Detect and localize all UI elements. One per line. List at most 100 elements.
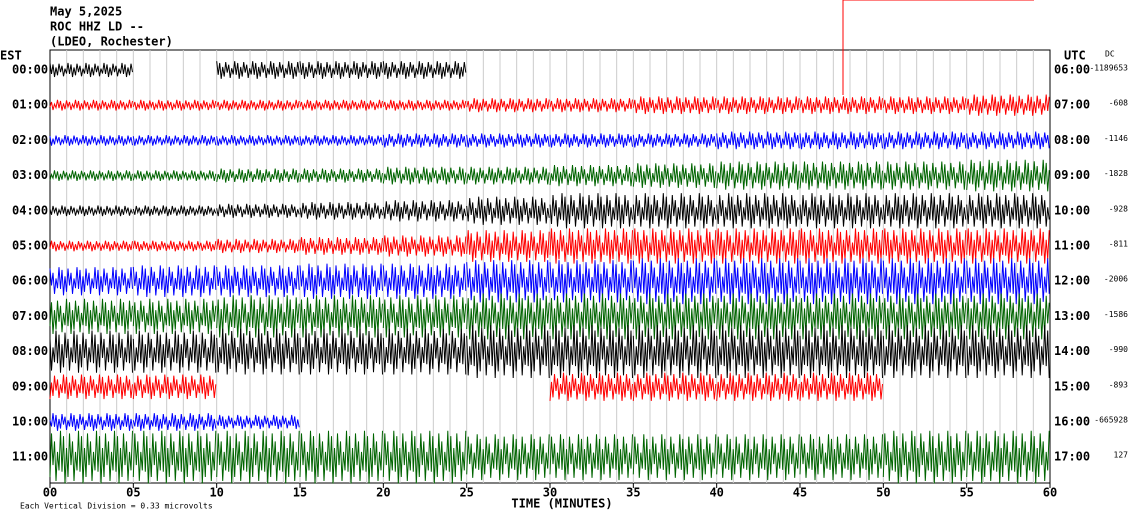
- trace-segment: [632, 258, 717, 305]
- trace-segment: [216, 168, 300, 183]
- trace-segment: [382, 200, 467, 222]
- est-label: 05:00: [12, 239, 48, 253]
- trace-segment: [49, 99, 133, 111]
- trace-segment: [132, 374, 217, 400]
- trace-segment: [966, 258, 1050, 305]
- trace-segment: [216, 328, 300, 375]
- trace-segment: [132, 240, 217, 252]
- trace-segment: [716, 434, 800, 481]
- trace-segment: [466, 293, 550, 340]
- trace-segment: [716, 193, 800, 229]
- x-tick-label: 60: [1043, 486, 1057, 500]
- dc-value: -811: [1109, 240, 1128, 249]
- trace-segment: [882, 430, 967, 484]
- dc-value: -893: [1109, 380, 1128, 389]
- trace-segment: [382, 263, 467, 299]
- trace-segment: [716, 258, 800, 305]
- dc-value: -990: [1109, 345, 1128, 354]
- est-label: 06:00: [12, 274, 48, 288]
- trace-segment: [799, 131, 883, 150]
- footer: Each Vertical Division = 0.33 microvolts: [20, 502, 213, 511]
- trace-segment: [966, 228, 1050, 264]
- trace-segment: [132, 265, 217, 298]
- est-label: 01:00: [12, 98, 48, 112]
- est-label: 03:00: [12, 168, 48, 182]
- trace-segment: [882, 161, 967, 190]
- trace-segment: [382, 99, 467, 111]
- title-line: May 5,2025: [50, 5, 122, 19]
- trace-segment: [216, 430, 300, 484]
- trace-segment: [299, 201, 383, 220]
- trace-segment: [716, 293, 800, 340]
- dc-value: -2006: [1104, 275, 1128, 284]
- dc-label: DC: [1105, 50, 1115, 59]
- trace-segment: [382, 295, 467, 338]
- trace-segment: [216, 135, 300, 146]
- trace-segment: [549, 193, 633, 229]
- trace-segment: [966, 430, 1050, 484]
- est-label: 00:00: [12, 63, 48, 77]
- trace-segment: [49, 330, 133, 373]
- trace-segment: [882, 325, 967, 379]
- trace-segment: [882, 96, 967, 115]
- trace-segment: [882, 228, 967, 264]
- trace-segment: [49, 374, 133, 400]
- trace-segment: [466, 196, 550, 225]
- trace-segment: [382, 328, 467, 375]
- trace-segment: [466, 133, 550, 148]
- trace-segment: [466, 325, 550, 379]
- trace-segment: [966, 325, 1050, 379]
- trace-segment: [632, 325, 717, 379]
- x-tick-label: 40: [709, 486, 723, 500]
- trace-segment: [299, 61, 383, 79]
- utc-label: 09:00: [1054, 168, 1090, 182]
- x-tick-label: 15: [293, 486, 307, 500]
- trace-segment: [882, 258, 967, 305]
- trace-segment: [799, 258, 883, 305]
- trace-segment: [49, 430, 133, 484]
- trace-segment: [799, 293, 883, 340]
- dc-value: -665928: [1094, 416, 1128, 425]
- utc-label: 11:00: [1054, 239, 1090, 253]
- trace-segment: [466, 98, 550, 113]
- trace-segment: [632, 163, 717, 188]
- trace-segment: [299, 168, 383, 183]
- trace-segment: [966, 159, 1050, 192]
- trace-segment: [799, 161, 883, 190]
- trace-segment: [132, 330, 217, 373]
- x-tick-label: 10: [209, 486, 223, 500]
- trace-segment: [132, 298, 217, 335]
- utc-label: 10:00: [1054, 203, 1090, 217]
- trace-segment: [549, 293, 633, 340]
- trace-segment: [549, 372, 633, 401]
- est-label: 11:00: [12, 450, 48, 464]
- est-label: 07:00: [12, 309, 48, 323]
- trace-segment: [882, 293, 967, 340]
- trace-segment: [966, 94, 1050, 116]
- trace-segment: [716, 228, 800, 264]
- trace-segment: [966, 293, 1050, 340]
- trace-segment: [132, 135, 217, 146]
- trace-segment: [49, 240, 133, 252]
- trace-segment: [216, 265, 300, 298]
- trace-segment: [549, 164, 633, 187]
- title-line: ROC HHZ LD --: [50, 20, 144, 34]
- trace-segment: [382, 166, 467, 185]
- trace-segment: [299, 430, 383, 484]
- x-tick-label: 20: [376, 486, 390, 500]
- utc-label: 14:00: [1054, 344, 1090, 358]
- trace-segment: [216, 414, 300, 430]
- x-tick-label: 05: [126, 486, 140, 500]
- trace-segment: [632, 372, 717, 401]
- trace-segment: [49, 267, 133, 296]
- trace-segment: [799, 325, 883, 379]
- x-tick-label: 35: [626, 486, 640, 500]
- dc-value: -1189653: [1089, 64, 1128, 73]
- utc-label: 06:00: [1054, 63, 1090, 77]
- trace-segment: [216, 61, 300, 79]
- trace-segment: [549, 228, 633, 264]
- trace-segment: [466, 260, 550, 303]
- dc-value: -1146: [1104, 134, 1128, 143]
- trace-segment: [216, 295, 300, 338]
- est-label: 04:00: [12, 203, 48, 217]
